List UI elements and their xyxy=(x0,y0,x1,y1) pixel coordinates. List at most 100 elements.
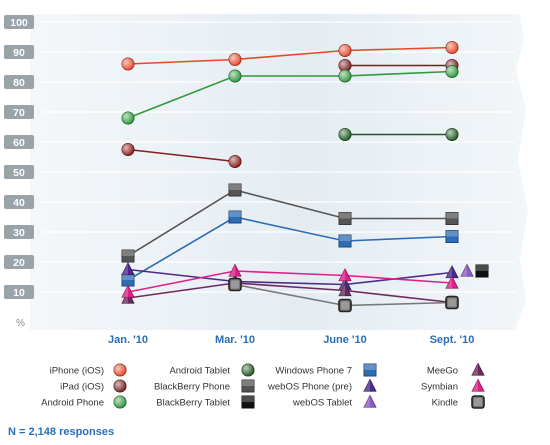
y-tick-label: 70 xyxy=(13,107,25,119)
legend-item-meego: MeeGo xyxy=(427,362,485,377)
legend-label: Kindle xyxy=(432,398,458,409)
data-point xyxy=(228,69,242,83)
data-point xyxy=(121,262,135,276)
data-point xyxy=(121,111,135,125)
y-tick-badge xyxy=(4,15,34,29)
y-tick-badge xyxy=(4,225,34,239)
y-tick-badge xyxy=(4,195,34,209)
data-point xyxy=(445,295,459,310)
data-point xyxy=(338,59,352,72)
data-point xyxy=(445,275,459,289)
y-tick-badge xyxy=(4,135,34,149)
legend-item-iphone-ios: iPhone (iOS) xyxy=(50,363,127,377)
data-point xyxy=(121,284,135,298)
y-tick-badge xyxy=(4,255,34,269)
legend-label: Android Tablet xyxy=(169,366,230,377)
legend-label: Symbian xyxy=(421,382,458,393)
data-point xyxy=(338,44,352,57)
legend-label: BlackBerry Phone xyxy=(154,382,230,393)
legend-item-blackberry-phone: BlackBerry Phone xyxy=(154,379,255,393)
data-point xyxy=(121,273,135,287)
legend-marker xyxy=(363,363,377,377)
legend-label: iPad (iOS) xyxy=(60,382,104,393)
legend-label: MeeGo xyxy=(427,366,458,377)
legend-label: webOS Tablet xyxy=(292,398,352,409)
legend-marker xyxy=(113,363,127,377)
legend-item-webos-tablet: webOS Tablet xyxy=(292,394,377,409)
y-tick-label: 50 xyxy=(13,167,25,179)
series-line xyxy=(127,282,453,304)
data-point xyxy=(228,183,242,197)
y-tick-badge xyxy=(4,75,34,89)
legend-marker xyxy=(471,395,485,409)
legend-label: BlackBerry Tablet xyxy=(156,398,230,409)
data-point xyxy=(445,128,459,141)
legend-label: Android Phone xyxy=(41,398,104,409)
y-tick-badge xyxy=(4,105,34,119)
data-point xyxy=(228,53,242,66)
legend: iPhone (iOS) iPad (iOS) Android Phone Andro… xyxy=(41,362,485,409)
data-point xyxy=(338,69,352,83)
legend-marker xyxy=(363,394,377,408)
data-point xyxy=(121,143,135,156)
legend-label: iPhone (iOS) xyxy=(50,366,104,377)
legend-marker xyxy=(241,395,255,409)
series-line xyxy=(127,189,452,257)
data-point xyxy=(445,65,459,78)
legend-label: Windows Phone 7 xyxy=(275,366,352,377)
legend-item-blackberry-tablet: BlackBerry Tablet xyxy=(156,395,255,409)
legend-item-ipad-ios: iPad (iOS) xyxy=(60,379,127,393)
sample-size-note: N = 2,148 responses xyxy=(8,426,115,438)
x-tick-label: Jan. '10 xyxy=(108,334,148,346)
data-point xyxy=(338,128,352,141)
data-point xyxy=(338,298,352,313)
data-point xyxy=(338,234,352,248)
y-tick-label: 40 xyxy=(13,197,25,209)
data-point xyxy=(338,212,352,225)
data-point xyxy=(228,210,242,224)
legend-label: webOS Phone (pre) xyxy=(267,382,352,393)
legend-item-windows-phone-7: Windows Phone 7 xyxy=(275,363,377,377)
data-point xyxy=(338,268,352,282)
y-tick-label: 20 xyxy=(13,257,25,269)
standalone-marker xyxy=(460,263,474,277)
standalone-marker xyxy=(475,264,489,278)
y-tick-label: % xyxy=(16,318,25,329)
series-windows-phone-7 xyxy=(121,210,459,287)
y-tick-label: 100 xyxy=(10,17,28,29)
data-point xyxy=(445,230,459,243)
legend-marker xyxy=(113,395,127,409)
legend-item-symbian: Symbian xyxy=(421,378,485,393)
data-point xyxy=(121,249,135,263)
series-line xyxy=(127,270,453,293)
data-point xyxy=(121,57,135,71)
y-tick-label: 80 xyxy=(13,77,25,89)
data-point xyxy=(228,263,242,277)
series-blackberry-phone xyxy=(121,183,459,263)
series-line xyxy=(127,148,236,163)
legend-item-android-phone: Android Phone xyxy=(41,395,127,409)
y-tick-label: 90 xyxy=(13,47,25,59)
legend-marker xyxy=(363,378,377,392)
x-tick-label: Sept. '10 xyxy=(430,334,475,346)
y-tick-badge xyxy=(4,285,34,299)
legend-marker xyxy=(241,363,255,377)
series-android-tablet xyxy=(338,128,459,141)
y-tick-badge xyxy=(4,45,34,59)
y-tick-label: 10 xyxy=(13,287,25,299)
series-symbian xyxy=(121,263,459,298)
data-point xyxy=(228,277,242,292)
series-line xyxy=(127,46,453,65)
legend-item-android-tablet: Android Tablet xyxy=(169,363,255,377)
x-tick-label: Mar. '10 xyxy=(215,334,255,346)
series-iphone-ios xyxy=(121,41,459,71)
data-point xyxy=(338,283,352,297)
data-point xyxy=(445,212,459,225)
legend-item-webos-phone-pre: webOS Phone (pre) xyxy=(267,378,377,393)
series-line xyxy=(127,216,453,281)
data-point xyxy=(228,155,242,168)
legend-marker xyxy=(241,379,255,393)
y-tick-label: 60 xyxy=(13,137,25,149)
series-android-phone xyxy=(121,65,459,125)
